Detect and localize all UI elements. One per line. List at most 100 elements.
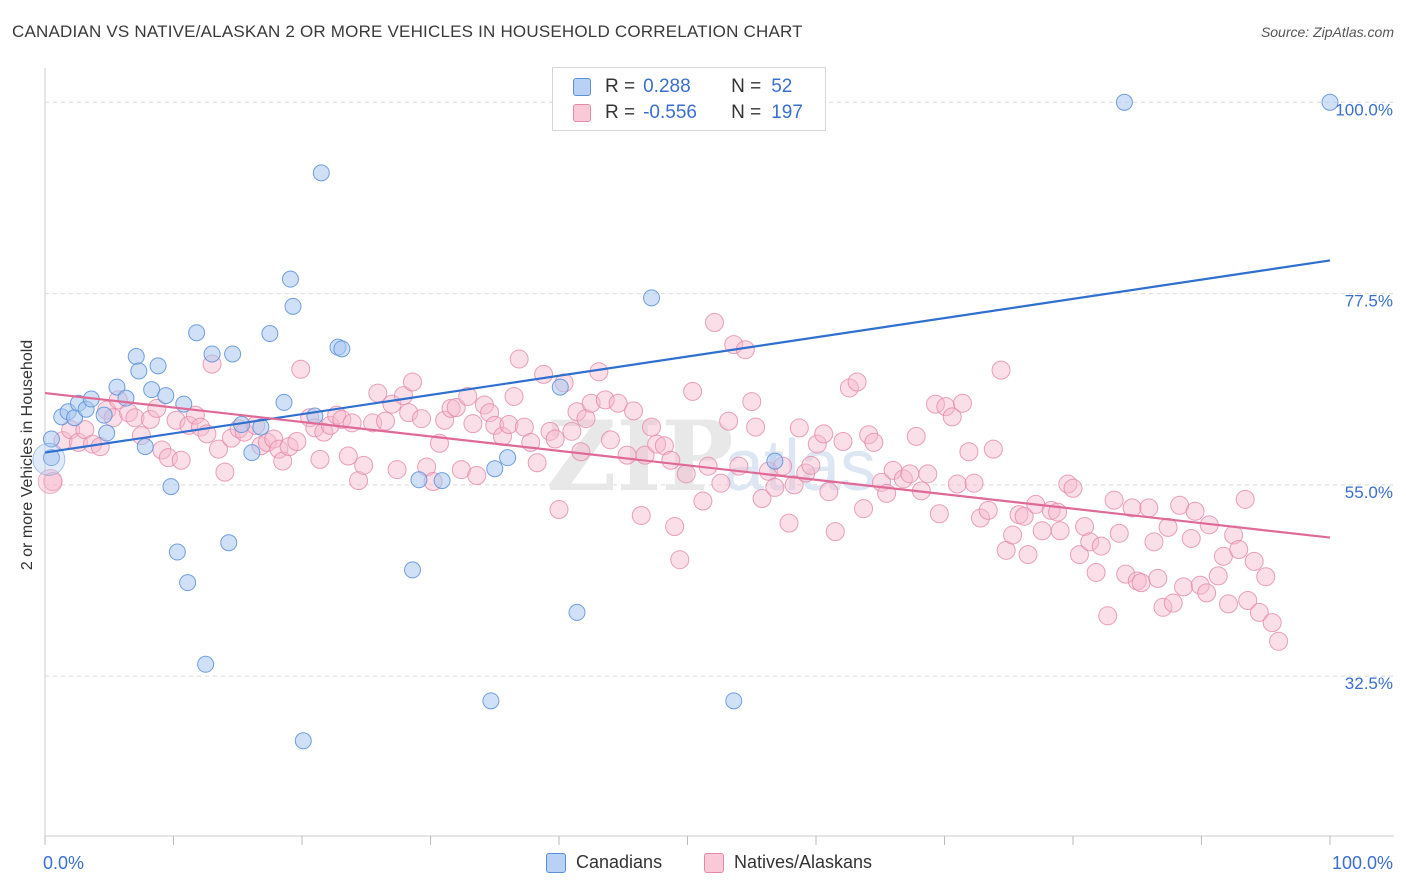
data-point-natives (704, 312, 724, 332)
data-point-natives (825, 522, 845, 542)
data-point-natives (1229, 539, 1249, 559)
data-point-natives (549, 500, 569, 520)
data-point-natives (746, 417, 766, 437)
legend-label-natives: Natives/Alaskans (734, 852, 873, 872)
data-point-natives (1050, 521, 1070, 541)
legend-swatch-canadians (546, 852, 566, 873)
data-point-canadians (643, 289, 661, 307)
data-point-natives (1235, 489, 1255, 509)
data-point-natives (665, 517, 685, 537)
data-point-natives (171, 450, 191, 470)
data-point-natives (446, 398, 466, 418)
data-point-canadians (220, 534, 238, 552)
data-point-natives (403, 372, 423, 392)
data-point-natives (264, 429, 284, 449)
data-point-canadians (404, 561, 422, 579)
data-point-canadians (281, 270, 299, 288)
data-point-natives (332, 409, 352, 429)
data-point-natives (624, 401, 644, 421)
data-point-natives (936, 397, 956, 417)
data-point-natives (654, 436, 674, 456)
data-point-natives (1104, 490, 1124, 510)
data-point-natives (1086, 562, 1106, 582)
trend-lines (44, 259, 1331, 539)
source-credit[interactable]: Source: ZipAtlas.com (1261, 24, 1394, 40)
data-point-canadians (261, 325, 279, 343)
data-point-natives (847, 372, 867, 392)
data-point-canadians (312, 164, 330, 182)
data-point-natives (1153, 597, 1173, 617)
y-tick-label: 100.0% (1335, 100, 1393, 119)
data-point-natives (814, 424, 834, 444)
data-point-natives (1063, 478, 1083, 498)
data-point-natives (742, 392, 762, 412)
data-point-natives (349, 471, 369, 491)
data-point-natives (287, 432, 307, 452)
y-tick-label: 55.0% (1345, 483, 1393, 502)
legend-n-value: 197 (771, 102, 803, 123)
data-point-natives (970, 508, 990, 528)
data-point-canadians (252, 418, 270, 436)
data-point-canadians (149, 357, 167, 375)
data-point-natives (140, 409, 160, 429)
data-point-natives (1098, 606, 1118, 626)
data-point-natives (752, 488, 772, 508)
data-point-natives (441, 398, 461, 418)
data-point-natives (1181, 528, 1201, 548)
data-point-natives (1131, 573, 1151, 593)
data-point-canadians (127, 348, 145, 366)
data-point-natives (467, 466, 487, 486)
data-point-natives (1139, 498, 1159, 518)
legend-swatch-natives (573, 104, 591, 122)
data-point-natives (683, 381, 703, 401)
data-point-natives (1148, 568, 1168, 588)
legend-item-canadians[interactable]: Canadians (546, 852, 662, 873)
data-point-natives (929, 504, 949, 524)
source-label[interactable]: Source: ZipAtlas.com (1260, 24, 1394, 40)
data-point-canadians (197, 655, 215, 673)
data-point-natives (1032, 521, 1052, 541)
data-point-canadians (157, 387, 175, 405)
legend-label-canadians: Canadians (576, 852, 663, 872)
data-point-natives (991, 360, 1011, 380)
data-point-natives (617, 445, 637, 465)
data-point-canadians (486, 460, 504, 478)
legend-r-value: 0.288 (643, 76, 691, 97)
data-point-natives (1116, 564, 1136, 584)
data-point-canadians (224, 345, 242, 363)
data-point-natives (647, 434, 667, 454)
legend-n-value: 52 (771, 76, 793, 97)
data-point-natives (1249, 602, 1269, 622)
legend-n-label: N = (731, 76, 762, 97)
data-point-natives (504, 386, 524, 406)
stats-legend: R = 0.288 N = 52 R = -0.556 N = 197 (552, 67, 826, 131)
data-point-canadians (95, 406, 113, 424)
data-point-canadians-cluster (32, 442, 66, 476)
data-point-canadians (98, 424, 116, 442)
data-point-natives (1075, 517, 1095, 537)
data-point-natives (527, 453, 547, 473)
data-point-natives (581, 393, 601, 413)
data-point-natives (1122, 498, 1142, 518)
data-point-natives (833, 432, 853, 452)
data-point-natives (779, 513, 799, 533)
data-point-natives (983, 439, 1003, 459)
y-tick-label: 32.5% (1345, 674, 1393, 693)
legend-r-label: R = (605, 76, 636, 97)
data-point-natives (417, 457, 437, 477)
data-point-natives (952, 393, 972, 413)
data-point-natives (631, 505, 651, 525)
data-point-natives (661, 450, 681, 470)
watermark-zip: ZIP (546, 400, 733, 513)
data-point-canadians (162, 478, 180, 496)
data-point-natives (147, 398, 167, 418)
data-point-natives (499, 415, 519, 435)
legend-item-natives[interactable]: Natives/Alaskans (704, 852, 872, 873)
data-point-canadians (766, 452, 784, 470)
data-point-natives (801, 455, 821, 475)
data-point-canadians (143, 381, 161, 399)
data-point-natives (670, 550, 690, 570)
x-tick-label: 100.0% (1332, 853, 1393, 873)
data-point-natives (693, 491, 713, 511)
